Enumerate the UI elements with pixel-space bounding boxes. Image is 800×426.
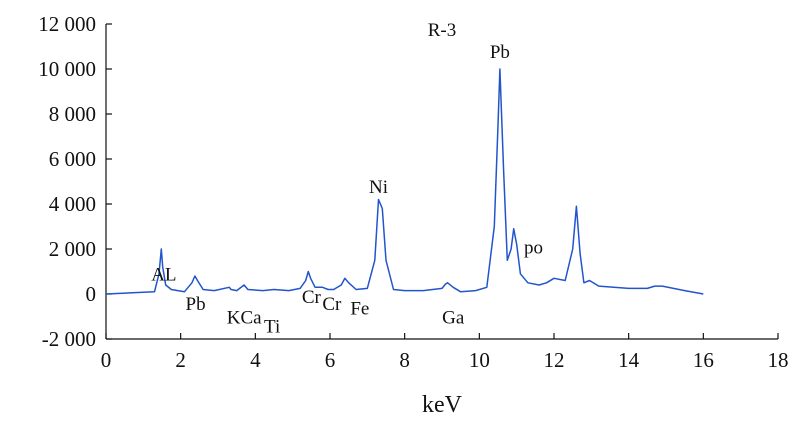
- y-ticks: -2 000 0 2 000 4 000 6 000 8 000 10 000 12 000: [38, 12, 112, 351]
- peak-annotation: Cr: [322, 294, 342, 315]
- peak-annotation: Ni: [369, 177, 388, 198]
- spectrum-line: [105, 68, 704, 295]
- y-tick-label: 6 000: [49, 147, 96, 171]
- peak-annotation: KCa: [227, 307, 262, 328]
- y-tick-label: 0: [86, 282, 97, 306]
- x-tick-label: 2: [175, 348, 186, 372]
- y-tick-label: 4 000: [49, 192, 96, 216]
- x-axis-label: keV: [422, 392, 463, 418]
- y-tick-label: 10 000: [38, 57, 96, 81]
- peak-annotation: Pb: [490, 42, 510, 63]
- peak-annotation: Ga: [442, 307, 465, 328]
- x-tick-label: 10: [469, 348, 490, 372]
- x-tick-label: 6: [325, 348, 336, 372]
- x-tick-label: 14: [618, 348, 640, 372]
- peak-annotation: AL: [151, 265, 176, 286]
- y-tick-label: 8 000: [49, 102, 96, 126]
- x-tick-label: 8: [399, 348, 410, 372]
- chart-title: R-3: [428, 20, 457, 41]
- x-tick-label: 18: [768, 348, 789, 372]
- x-tick-label: 4: [250, 348, 261, 372]
- x-tick-label: 12: [544, 348, 565, 372]
- peak-annotation: Ti: [264, 316, 280, 337]
- y-tick-label: -2 000: [42, 327, 96, 351]
- peak-annotation: Pb: [186, 294, 206, 315]
- x-ticks: 0 2 4 6 8 10 12 14 16 18: [101, 333, 789, 372]
- peak-annotation: Fe: [350, 298, 369, 319]
- peak-annotation: Cr: [302, 287, 322, 308]
- x-tick-label: 16: [693, 348, 714, 372]
- x-tick-label: 0: [101, 348, 112, 372]
- peak-annotation: po: [524, 238, 543, 259]
- y-tick-label: 12 000: [38, 12, 96, 36]
- annotations: AL Pb KCa Ti Cr Cr Fe Ni Ga Pb po: [151, 42, 543, 338]
- y-tick-label: 2 000: [49, 237, 96, 261]
